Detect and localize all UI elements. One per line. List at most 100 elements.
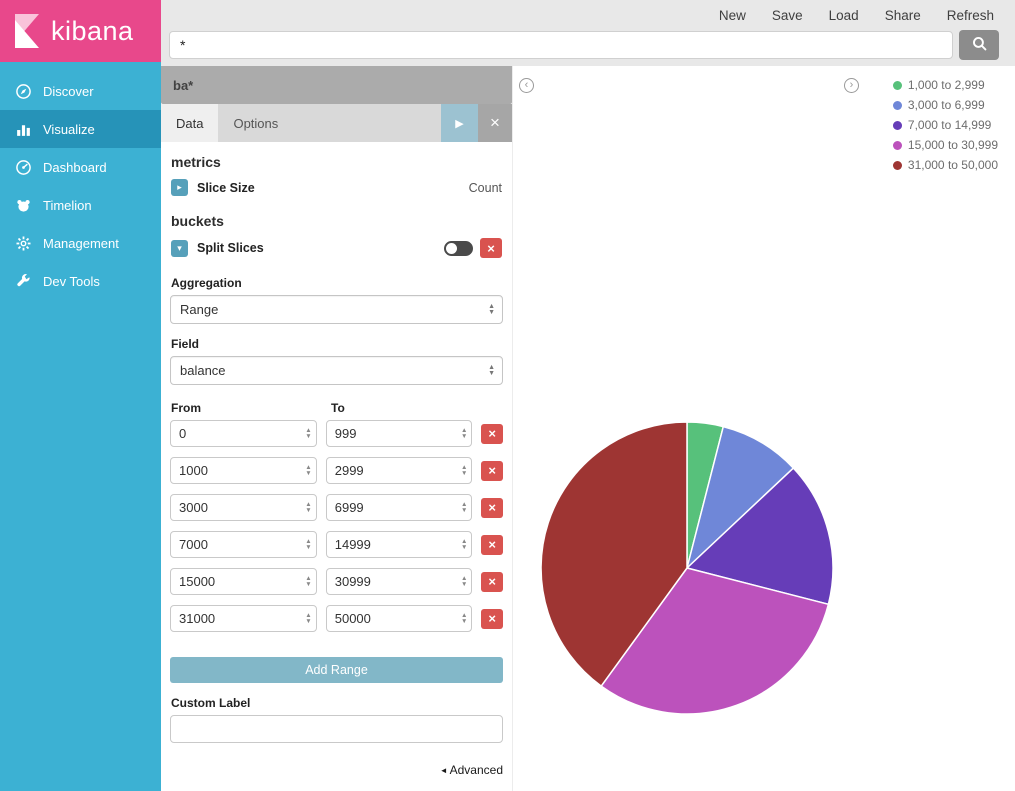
remove-range-button[interactable]: × [481,534,503,555]
legend-color-dot [892,120,902,130]
spinner-arrows-icon[interactable]: ▲ ▼ [305,500,312,514]
buckets-heading: buckets [171,213,224,229]
legend-color-dot [892,160,902,170]
range-from-input[interactable] [170,531,317,558]
spinner-arrows-icon[interactable]: ▲ ▼ [461,611,468,625]
spinner-arrows-icon[interactable]: ▲ ▼ [461,463,468,477]
search-button[interactable] [959,30,999,60]
custom-label-input[interactable] [170,715,503,743]
range-to-input[interactable] [325,494,473,521]
remove-range-button[interactable]: × [481,571,503,592]
pie-slice[interactable] [685,467,834,606]
topnav-share[interactable]: Share [884,7,921,23]
query-input[interactable] [169,31,953,59]
range-rows: ▲▼ ▲▼ × ▲▼ ▲▼ × ▲▼ ▲▼ × ▲▼ ▲▼ × ▲▼ ▲▼ × ▲▼ ▲▼ × [170,420,503,632]
advanced-toggle[interactable]: ◄ Advanced [170,763,503,777]
legend-item[interactable]: 1,000 to 2,999 [892,78,998,92]
tabs-spacer [293,104,441,142]
spinner-arrows-icon[interactable]: ▲ ▼ [305,611,312,625]
slice-size-label: Slice Size [197,180,255,195]
collapse-split-slices-button[interactable]: ▾ [171,239,188,257]
topnav-save[interactable]: Save [771,7,803,23]
range-to-input-box: ▲▼ [325,531,473,558]
field-select[interactable]: balance ▲ ▼ [170,356,503,385]
editor-tabs: Data Options ▶ × [161,104,512,142]
sidebar-item-dev-tools[interactable]: Dev Tools [0,262,161,300]
disable-aggregation-toggle[interactable] [444,240,473,256]
range-from-input[interactable] [170,420,317,447]
discard-changes-button[interactable]: × [478,104,512,142]
select-arrows-icon: ▲ ▼ [488,302,495,316]
range-header-row: From To [170,401,503,420]
legend-color-dot [892,140,902,150]
spinner-arrows-icon[interactable]: ▲ ▼ [305,537,312,551]
topnav-load[interactable]: Load [828,7,859,23]
pie-slice[interactable] [685,425,795,571]
range-to-input[interactable] [325,457,473,484]
pie-slice[interactable] [600,567,830,715]
play-icon: ▶ [455,117,464,130]
sidebar-item-dashboard[interactable]: Dashboard [0,148,161,186]
spinner-arrows-icon[interactable]: ▲ ▼ [305,463,312,477]
collapse-editor-button[interactable]: ‹ [519,78,534,93]
range-to-input[interactable] [325,531,473,558]
topnav-refresh[interactable]: Refresh [946,7,994,23]
top-header: New Save Load Share Refresh [161,0,1015,66]
range-from-input-box: ▲▼ [170,494,317,521]
spinner-arrows-icon[interactable]: ▲ ▼ [461,426,468,440]
spinner-arrows-icon[interactable]: ▲ ▼ [305,574,312,588]
remove-range-button[interactable]: × [481,460,503,481]
range-from-input[interactable] [170,605,317,632]
legend-item[interactable]: 31,000 to 50,000 [892,158,998,172]
kibana-logo[interactable]: kibana [0,0,161,62]
legend-label: 7,000 to 14,999 [907,118,992,132]
from-label: From [171,401,201,415]
toggle-knob [446,242,457,254]
range-to-input-box: ▲▼ [325,605,473,632]
range-to-input[interactable] [325,605,473,632]
app-name: kibana [51,15,134,46]
range-to-input[interactable] [325,568,473,595]
aggregation-select[interactable]: Range ▲ ▼ [170,295,503,324]
range-from-input-box: ▲▼ [170,531,317,558]
split-slices-label: Split Slices [197,241,264,255]
close-icon: × [490,113,500,132]
sidebar-item-label: Dev Tools [43,273,100,289]
tab-data[interactable]: Data [161,104,219,142]
expand-slice-size-button[interactable]: ▸ [171,179,188,196]
add-range-button[interactable]: Add Range [170,657,503,683]
pie-slice[interactable] [540,421,688,688]
devtools-icon [15,273,32,290]
legend-item[interactable]: 7,000 to 14,999 [892,118,998,132]
legend-label: 1,000 to 2,999 [907,78,985,92]
range-from-input-box: ▲▼ [170,457,317,484]
tab-options[interactable]: Options [233,115,279,131]
sidebar-item-visualize[interactable]: Visualize [0,110,161,148]
legend-item[interactable]: 3,000 to 6,999 [892,98,998,112]
vis-editor-panel: ba* Data Options ▶ × metrics ▸ Slice Siz… [161,66,512,791]
spinner-arrows-icon[interactable]: ▲ ▼ [461,537,468,551]
remove-icon: × [487,240,495,256]
metrics-heading: metrics [171,154,221,170]
legend-item[interactable]: 15,000 to 30,999 [892,138,998,152]
remove-split-slices-button[interactable]: × [480,238,502,258]
remove-range-button[interactable]: × [481,423,503,444]
topnav-new[interactable]: New [718,7,746,23]
range-from-input[interactable] [170,568,317,595]
spinner-arrows-icon[interactable]: ▲ ▼ [461,574,468,588]
range-row: ▲▼ ▲▼ × [170,531,503,558]
range-from-input[interactable] [170,457,317,484]
custom-label-label: Custom Label [171,696,251,710]
range-from-input[interactable] [170,494,317,521]
sidebar-item-discover[interactable]: Discover [0,72,161,110]
remove-range-button[interactable]: × [481,608,503,629]
apply-changes-button[interactable]: ▶ [441,104,478,142]
sidebar-item-label: Management [43,235,119,251]
remove-range-button[interactable]: × [481,497,503,518]
legend-toggle-button[interactable]: › [843,78,859,93]
sidebar-item-timelion[interactable]: Timelion [0,186,161,224]
spinner-arrows-icon[interactable]: ▲ ▼ [461,500,468,514]
range-to-input[interactable] [325,420,473,447]
spinner-arrows-icon[interactable]: ▲ ▼ [305,426,312,440]
sidebar-item-management[interactable]: Management [0,224,161,262]
